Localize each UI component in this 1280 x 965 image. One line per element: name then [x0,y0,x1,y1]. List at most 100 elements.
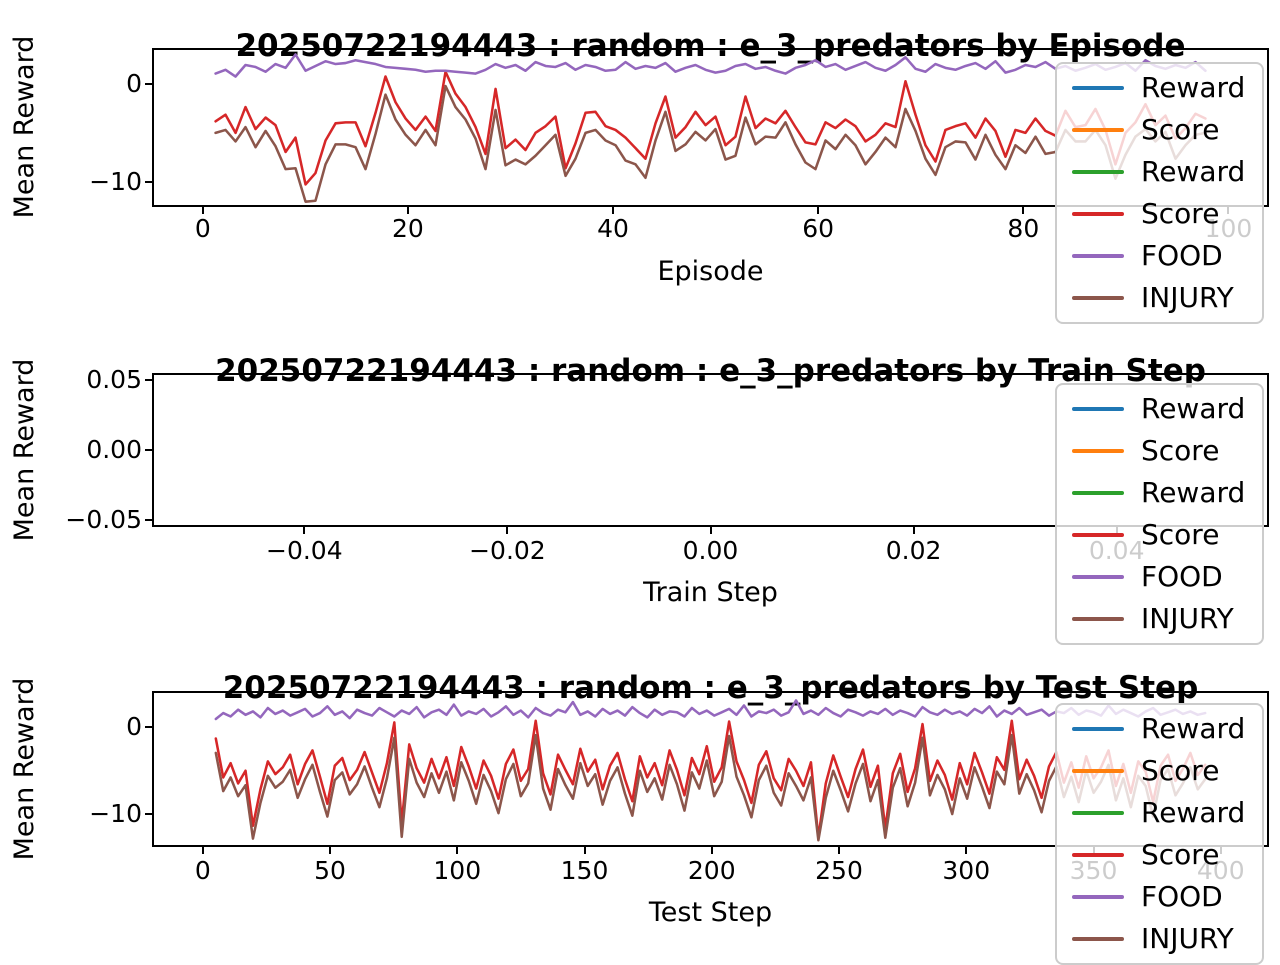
x-tick-mark [406,207,409,214]
x-tick-label: 0 [194,856,211,885]
chart-title-episode: 20250722194443 : random : e_3_predators … [235,27,1186,64]
legend-item-score: Score [1057,834,1262,876]
x-tick-label: 100 [433,856,482,885]
y-tick-label: 0 [126,68,142,98]
chart-title-train-step: 20250722194443 : random : e_3_predators … [215,352,1206,389]
legend-line-swatch [1072,128,1124,132]
y-tick-label: −0.05 [65,505,142,534]
x-tick-mark [612,207,615,214]
plot-area [152,691,1269,847]
legend-label: Score [1141,434,1220,467]
legend-line-swatch [1072,895,1124,899]
x-tick-label: −0.02 [469,536,546,565]
x-tick-label: 0 [194,214,211,243]
x-tick-label: 200 [687,856,736,885]
x-axis-label: Test Step [648,897,773,928]
legend-label: Score [1141,838,1220,871]
legend-label: Score [1141,197,1220,230]
legend-line-swatch [1072,769,1124,773]
legend-item-reward: Reward [1057,708,1262,750]
legend-item-reward: Reward [1057,151,1262,193]
legend-line-swatch [1072,170,1124,174]
x-tick-label: 400 [1196,856,1245,885]
legend-line-swatch [1072,254,1124,258]
y-tick-mark [145,726,152,729]
legend-line-swatch [1072,853,1124,857]
x-tick-mark [329,847,332,854]
plot-area [152,373,1269,527]
legend-line-swatch [1072,575,1124,579]
x-tick-mark [965,847,968,854]
legend-label: Reward [1141,712,1246,745]
x-tick-mark [817,207,820,214]
y-axis-label: Mean Reward [9,358,40,542]
legend-item-score: Score [1057,193,1262,235]
legend-item-reward: Reward [1057,67,1262,109]
legend-line-swatch [1072,449,1124,453]
legend: Reward Score Reward Score FOOD INJURY [1055,383,1264,645]
x-tick-label: 350 [1069,856,1118,885]
legend-label: FOOD [1141,239,1223,272]
legend-label: INJURY [1141,922,1234,955]
legend-label: Reward [1141,71,1246,104]
legend-line-swatch [1072,86,1124,90]
x-tick-mark [303,527,306,534]
legend-line-swatch [1072,533,1124,537]
legend-label: INJURY [1141,281,1234,314]
legend-item-food: FOOD [1057,556,1262,598]
y-tick-mark [145,181,152,183]
legend: Reward Score Reward Score FOOD INJURY [1055,62,1264,324]
legend-item-reward: Reward [1057,472,1262,514]
legend-label: Reward [1141,155,1246,188]
y-tick-mark [145,82,152,85]
x-tick-mark [506,527,509,534]
legend-label: Score [1141,518,1220,551]
x-tick-label: 60 [802,214,835,243]
legend-label: Reward [1141,392,1246,425]
legend-item-injury: INJURY [1057,598,1262,640]
y-tick-label: −10 [89,799,142,829]
x-tick-label: 0.02 [885,536,942,565]
legend-item-reward: Reward [1057,792,1262,834]
x-axis-label: Episode [657,256,764,287]
x-tick-mark [1227,207,1230,214]
legend-line-swatch [1072,491,1124,495]
legend-label: Score [1141,113,1220,146]
y-tick-label: −10 [89,167,142,196]
legend-item-score: Score [1057,430,1262,472]
legend-line-swatch [1072,617,1124,621]
legend-label: Reward [1141,476,1246,509]
y-tick-label: 0.05 [86,365,142,394]
chart-title-test-step: 20250722194443 : random : e_3_predators … [222,669,1199,706]
legend-line-swatch [1072,296,1124,300]
legend-label: INJURY [1141,602,1234,635]
legend-label: FOOD [1141,880,1223,913]
x-tick-label: 100 [1204,214,1253,243]
x-tick-label: 80 [1007,214,1040,243]
line-food [214,699,1207,721]
x-tick-mark [583,847,586,854]
x-tick-mark [201,847,204,854]
legend-label: FOOD [1141,560,1223,593]
x-axis-label: Train Step [643,577,778,608]
legend-item-reward: Reward [1057,388,1262,430]
x-tick-mark [1022,207,1025,214]
legend-line-swatch [1072,212,1124,216]
x-tick-mark [1092,847,1095,854]
x-tick-label: 300 [942,856,991,885]
legend-label: Reward [1141,796,1246,829]
line-score [214,70,1207,186]
series-lines-layer [154,375,1267,525]
x-tick-label: −0.04 [266,536,343,565]
series-lines-layer [214,53,1207,203]
legend-item-score: Score [1057,750,1262,792]
legend-item-food: FOOD [1057,235,1262,277]
legend-line-swatch [1072,407,1124,411]
legend-label: Score [1141,754,1220,787]
plot-area [152,48,1269,207]
x-tick-label: 40 [597,214,629,243]
y-tick-mark [145,519,152,521]
y-tick-label: 0.00 [86,435,142,464]
